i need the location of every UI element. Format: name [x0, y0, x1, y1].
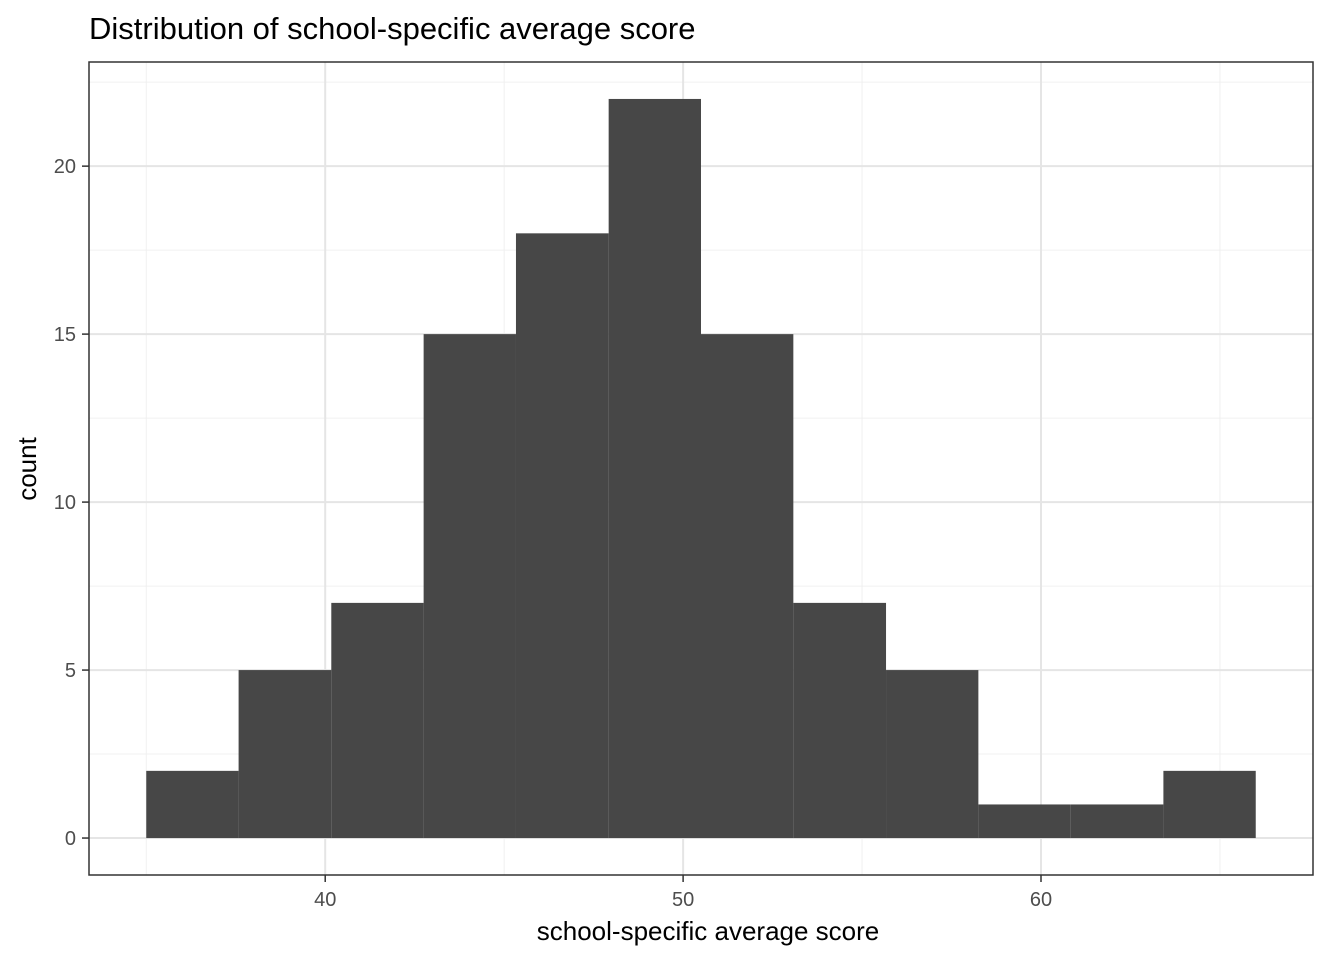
histogram-bar	[423, 334, 516, 839]
y-tick-label: 0	[65, 828, 76, 850]
x-tick-label: 40	[314, 889, 336, 911]
x-tick-label: 50	[672, 889, 694, 911]
histogram-bar	[1163, 770, 1256, 839]
histogram-bar	[886, 670, 979, 839]
chart-title: Distribution of school-specific average …	[89, 11, 696, 46]
histogram-bar	[515, 233, 609, 839]
histogram-bar	[331, 602, 424, 839]
x-axis: 40 50 60	[314, 875, 1052, 911]
histogram-bar	[146, 770, 239, 839]
histogram-bar	[1070, 804, 1164, 839]
histogram-bar	[978, 804, 1071, 839]
y-axis: 0 5 10 15 20	[54, 156, 89, 850]
x-axis-title: school-specific average score	[537, 916, 880, 946]
x-tick-label: 60	[1030, 889, 1052, 911]
y-axis-title: count	[12, 436, 42, 500]
histogram-bar	[608, 98, 701, 839]
histogram-bar	[701, 334, 794, 839]
panel-border	[88, 61, 1314, 876]
y-tick-label: 10	[54, 492, 76, 514]
histogram-bar	[793, 602, 887, 839]
y-tick-label: 20	[54, 156, 76, 178]
histogram-bars	[146, 98, 1256, 839]
y-tick-label: 5	[65, 660, 76, 682]
histogram-bar	[238, 670, 332, 839]
y-tick-label: 15	[54, 324, 76, 346]
